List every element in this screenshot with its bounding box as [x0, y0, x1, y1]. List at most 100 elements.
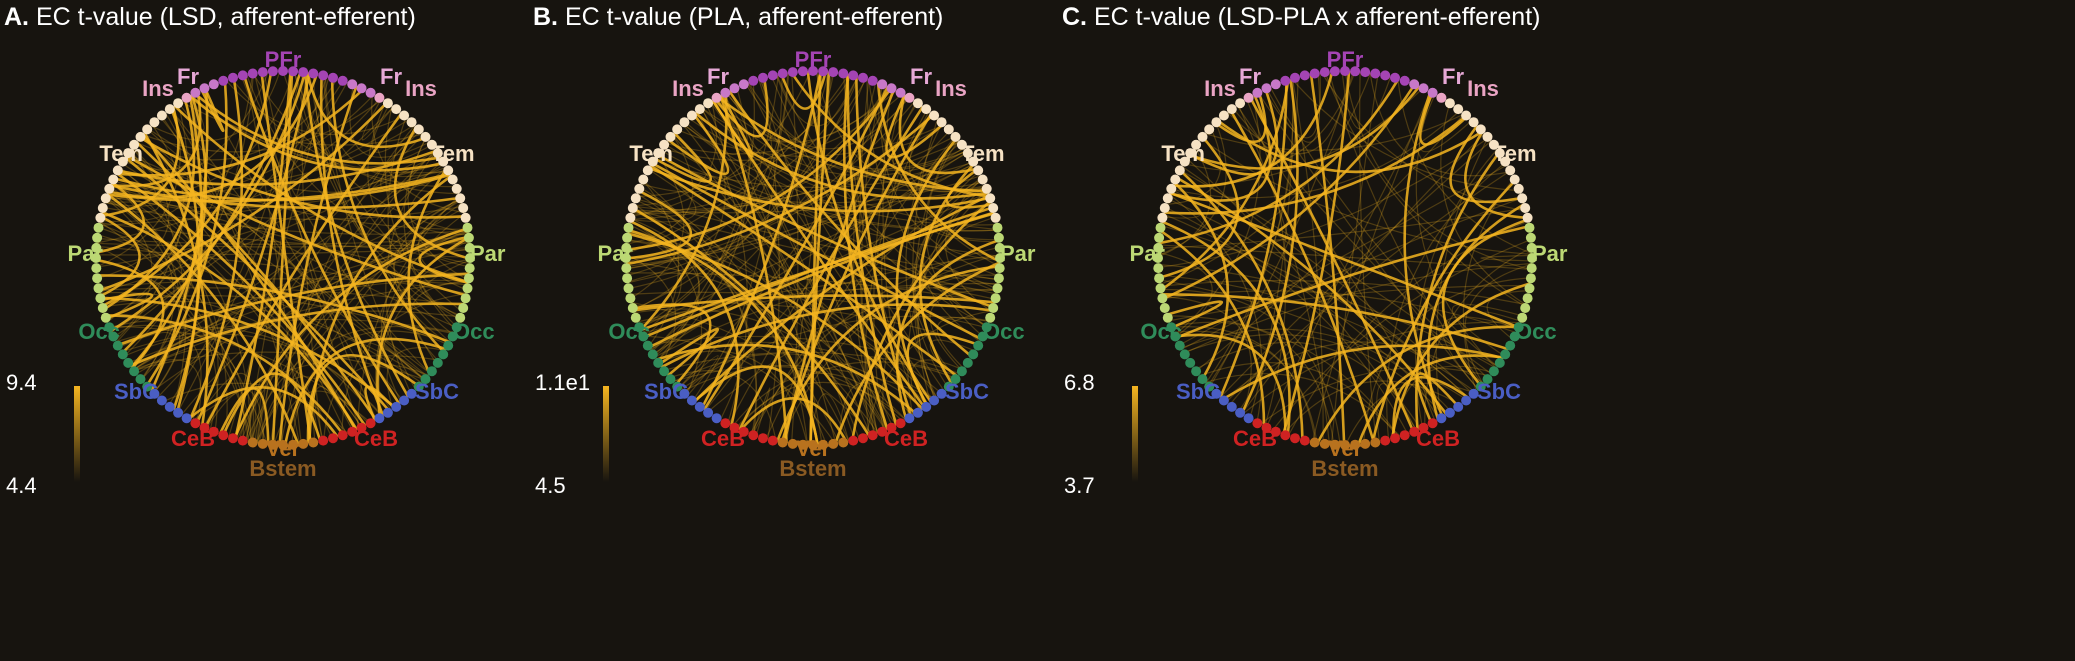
connection — [627, 228, 819, 446]
region-node — [638, 331, 649, 342]
connection — [104, 201, 469, 235]
region-node — [1159, 203, 1170, 213]
region-node — [1494, 148, 1505, 159]
connection — [108, 325, 372, 424]
connection — [1484, 311, 1522, 331]
region-node — [858, 433, 868, 444]
connection — [633, 100, 717, 207]
region-node — [653, 148, 664, 159]
connection — [711, 99, 926, 409]
connection — [1223, 341, 1485, 401]
region-node — [443, 340, 454, 351]
region-node — [95, 293, 106, 304]
region-node — [413, 381, 424, 392]
region-label: Par — [470, 241, 506, 266]
connections — [95, 70, 471, 446]
connection — [98, 278, 469, 288]
region-node — [356, 422, 367, 433]
connection — [1160, 280, 1527, 306]
region-label: Fr — [910, 64, 932, 89]
connection — [736, 361, 957, 430]
connection — [1341, 70, 1392, 130]
connection — [834, 261, 1001, 445]
region-node — [1261, 422, 1272, 433]
connection — [1259, 367, 1491, 425]
connection — [1173, 330, 1318, 443]
connection — [649, 192, 989, 351]
connection — [1480, 254, 1533, 262]
region-node — [156, 110, 167, 121]
connection — [361, 98, 394, 141]
region-node — [247, 437, 258, 448]
region-node — [758, 72, 768, 83]
region-node — [460, 293, 471, 304]
connection — [632, 209, 943, 395]
connections — [1157, 70, 1533, 446]
region-node — [1319, 438, 1330, 449]
region-node — [1179, 349, 1190, 360]
region-node — [703, 98, 714, 109]
region-node — [399, 110, 410, 121]
connection — [1165, 127, 1222, 205]
region-node — [665, 374, 676, 385]
connection — [855, 76, 913, 418]
region-node — [929, 395, 940, 406]
region-node — [1505, 165, 1516, 176]
connection — [1236, 105, 1440, 421]
region-node — [164, 401, 175, 412]
connection — [98, 101, 388, 293]
connection — [1200, 138, 1533, 255]
connection — [1168, 193, 1263, 424]
connection — [652, 151, 968, 355]
region-node — [463, 273, 474, 284]
region-node — [1517, 312, 1528, 323]
connection — [895, 238, 1000, 421]
connection — [654, 131, 713, 183]
connection — [1418, 92, 1469, 146]
region-node — [703, 407, 714, 418]
region-node — [659, 366, 670, 377]
connection — [1229, 364, 1267, 413]
connection — [1272, 239, 1532, 431]
connection — [633, 96, 910, 211]
connection — [1246, 98, 1287, 428]
region-label: PFr — [265, 47, 302, 72]
region-node — [337, 75, 348, 86]
connection — [341, 293, 467, 436]
region-node — [257, 438, 268, 449]
connection — [775, 74, 859, 127]
connection — [717, 96, 988, 193]
region-node — [904, 92, 915, 103]
connection — [723, 93, 933, 403]
region-node — [413, 124, 424, 135]
region-label: CeB — [171, 426, 215, 451]
region-node — [1468, 117, 1479, 128]
region-label: Ins — [405, 76, 437, 101]
connection — [717, 96, 877, 435]
region-node — [1500, 349, 1511, 360]
connection — [1207, 71, 1354, 386]
region-node — [956, 366, 967, 377]
connection — [636, 74, 853, 198]
region-node — [463, 232, 474, 243]
region-label: Par — [68, 241, 104, 266]
region-node — [738, 426, 749, 437]
connection — [770, 75, 945, 392]
region-label: Occ — [78, 319, 120, 344]
region-node — [1488, 366, 1499, 377]
region-node — [634, 183, 645, 194]
region-node — [638, 174, 649, 185]
connection — [360, 342, 428, 411]
connection — [678, 89, 896, 389]
region-node — [1370, 437, 1381, 448]
connection — [635, 199, 887, 431]
connection — [1227, 70, 1350, 155]
region-node — [630, 193, 641, 204]
connection — [626, 272, 995, 304]
connection — [649, 164, 959, 378]
connection — [865, 310, 993, 438]
region-node — [1468, 388, 1479, 399]
connection — [1171, 326, 1317, 443]
connection — [301, 71, 323, 441]
region-node — [912, 407, 923, 418]
